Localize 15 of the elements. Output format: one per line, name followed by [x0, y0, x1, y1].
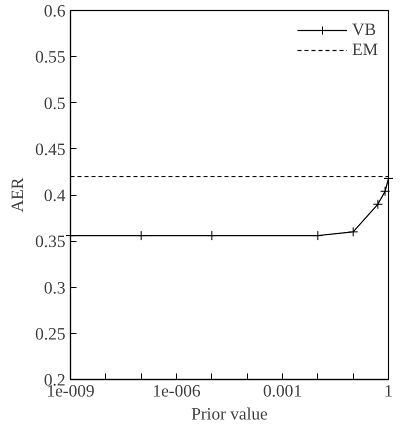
y-axis-title: AER	[8, 177, 28, 212]
y-tick-label: 0.25	[35, 324, 66, 344]
y-tick-label: 0.4	[44, 186, 66, 205]
y-tick-label: 0.55	[35, 48, 66, 67]
legend-label: EM	[352, 40, 378, 60]
y-tick-label: 0.5	[44, 94, 66, 113]
y-tick-label: 0.35	[35, 232, 66, 252]
y-tick-label: 0.3	[44, 278, 66, 298]
x-axis-title: Prior value	[191, 404, 268, 424]
y-tick-label: 0.45	[35, 140, 66, 159]
x-tick-label: 0.001	[263, 382, 302, 400]
legend-label: VB	[352, 20, 376, 40]
x-tick-label: 1	[384, 382, 393, 400]
x-tick-label: 1e-006	[152, 382, 201, 400]
y-tick-label: 0.6	[44, 2, 66, 20]
